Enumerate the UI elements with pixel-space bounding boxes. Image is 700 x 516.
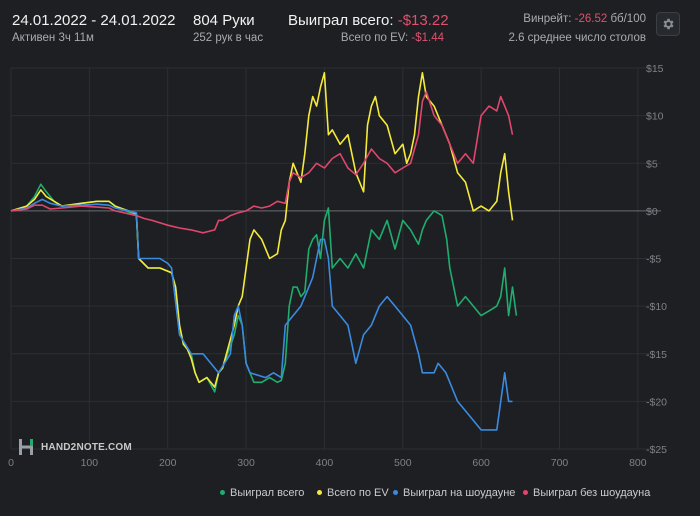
legend-item-4[interactable]: Выиграл без шоудауна <box>523 487 650 499</box>
chart-legend: Выиграл всего Всего по EV Выиграл на шоуда… <box>0 487 700 503</box>
x-tick-label: 800 <box>629 457 647 469</box>
x-tick-label: 300 <box>237 457 255 469</box>
series-line-4 <box>10 91 514 234</box>
legend-item-2[interactable]: Всего по EV <box>317 487 389 499</box>
y-tick-label: $5 <box>646 158 658 170</box>
y-tick-label: -$5 <box>646 254 661 266</box>
winrate-unit: бб/100 <box>610 13 646 25</box>
total-won-label: Выиграл всего: <box>288 12 394 29</box>
x-tick-label: 500 <box>394 457 412 469</box>
y-tick-label: $10 <box>646 111 664 123</box>
x-tick-label: 700 <box>551 457 569 469</box>
logo-text: HAND2NOTE.COM <box>41 441 132 453</box>
y-tick-label: $15 <box>646 63 664 75</box>
hand2note-logo: HAND2NOTE.COM <box>18 437 132 457</box>
legend-item-3[interactable]: Выиграл на шоудауне <box>393 487 515 499</box>
legend-label: Выиграл без шоудауна <box>533 487 651 499</box>
hands-count: 804 Руки <box>193 12 255 29</box>
y-tick-label: -$25 <box>646 444 667 456</box>
logo-icon <box>19 439 33 455</box>
series-line-3 <box>10 198 513 431</box>
winrate-value: -26.52 <box>574 13 608 25</box>
y-tick-label: -$10 <box>646 301 667 313</box>
legend-dot-icon <box>220 489 225 495</box>
series-line-1 <box>10 183 518 393</box>
legend-label: Всего по EV <box>327 487 389 499</box>
ev-total-label: Всего по EV: <box>340 32 409 44</box>
date-range: 24.01.2022 - 24.01.2022 <box>12 12 176 29</box>
legend-item-1[interactable]: Выиграл всего <box>220 487 304 499</box>
x-tick-label: 600 <box>472 457 490 469</box>
y-tick-label: -$20 <box>646 396 667 408</box>
header: 24.01.2022 - 24.01.2022 Активен 3ч 11м 8… <box>0 0 700 56</box>
legend-dot-icon <box>393 489 398 495</box>
active-time: Активен 3ч 11м <box>12 32 94 44</box>
profit-chart: 0 100 200 300 400 500 600 700 800 $15 $10 $5 $0 -$5 -$… <box>8 63 667 469</box>
hands-per-hour: 252 рук в час <box>193 32 264 44</box>
x-tick-label: 100 <box>81 457 99 469</box>
legend-label: Выиграл всего <box>230 487 305 499</box>
y-tick-label: -$15 <box>646 349 667 361</box>
y-tick-label: $0 <box>646 206 658 218</box>
x-tick-label: 200 <box>159 457 177 469</box>
avg-tables: 2.6 среднее число столов <box>508 32 647 44</box>
ev-total: Всего по EV: -$1.44 <box>341 32 444 44</box>
ev-total-value: -$1.44 <box>411 32 444 44</box>
winrate: Винрейт: -26.52 бб/100 <box>523 13 646 25</box>
winrate-label: Винрейт: <box>523 13 572 25</box>
settings-button[interactable] <box>656 12 680 36</box>
legend-dot-icon <box>317 489 322 495</box>
legend-label: Выиграл на шоудауне <box>403 487 516 499</box>
legend-dot-icon <box>523 489 528 495</box>
total-won-value: -$13.22 <box>397 12 449 29</box>
x-tick-label: 0 <box>8 457 14 469</box>
gear-icon <box>663 18 674 30</box>
total-won: Выиграл всего: -$13.22 <box>288 12 449 29</box>
x-tick-label: 400 <box>316 457 334 469</box>
